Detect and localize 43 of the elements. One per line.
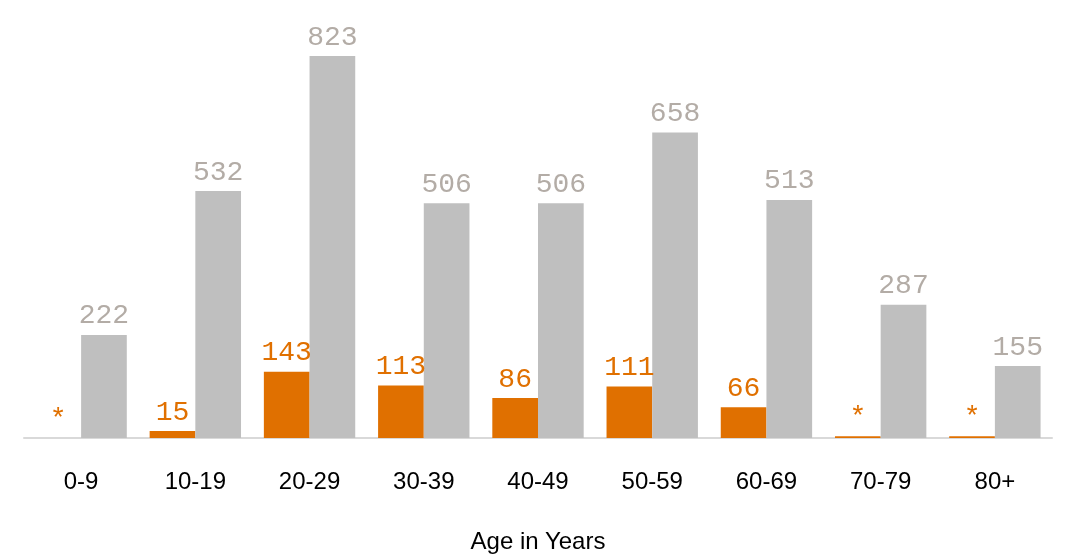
data-label: * — [49, 403, 67, 435]
bar — [263, 371, 310, 438]
bar — [538, 203, 584, 438]
x-tick-label: 0-9 — [63, 466, 99, 494]
bar — [423, 203, 470, 438]
bar — [378, 385, 424, 438]
data-label: 222 — [78, 300, 130, 332]
data-label: * — [849, 401, 867, 433]
data-label: 823 — [307, 21, 358, 53]
data-label: 86 — [498, 363, 532, 395]
data-label: 66 — [726, 372, 761, 404]
bar — [652, 132, 698, 438]
x-tick-label: 50-59 — [621, 466, 683, 494]
data-label: 506 — [421, 168, 472, 200]
bar — [81, 334, 127, 438]
bar — [195, 191, 242, 438]
data-label: 15 — [155, 396, 190, 428]
x-tick-label: 70-79 — [849, 466, 912, 494]
bar — [309, 56, 356, 438]
bar — [880, 304, 927, 438]
x-axis-title: Age in Years — [470, 526, 606, 554]
x-tick-label: 20-29 — [278, 466, 341, 494]
bar — [492, 398, 538, 438]
data-label: 113 — [375, 351, 427, 383]
data-label: 532 — [192, 156, 244, 188]
x-tick-label: 80+ — [974, 466, 1016, 494]
data-label: 658 — [649, 98, 701, 130]
bar — [720, 407, 767, 438]
x-tick-label: 30-39 — [393, 466, 455, 494]
data-label: * — [963, 401, 981, 433]
x-tick-label: 10-19 — [164, 466, 227, 494]
data-label: 506 — [535, 168, 587, 200]
x-tick-label: 40-49 — [507, 466, 569, 494]
data-label: 513 — [764, 165, 815, 197]
data-label: 155 — [992, 331, 1043, 363]
bar — [994, 366, 1041, 438]
data-label: 111 — [604, 351, 655, 383]
bar — [149, 431, 196, 438]
x-tick-label: 60-69 — [735, 466, 798, 494]
bar — [766, 199, 813, 438]
bar — [606, 386, 653, 438]
data-label: 287 — [878, 270, 929, 302]
data-label: 143 — [261, 337, 312, 369]
